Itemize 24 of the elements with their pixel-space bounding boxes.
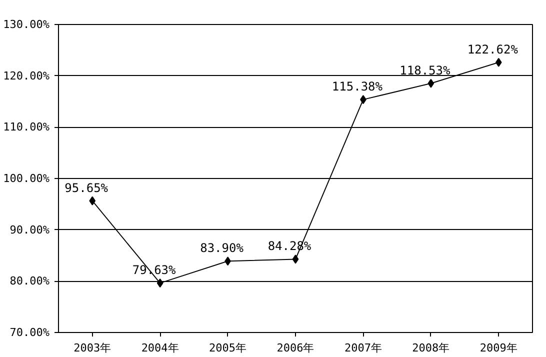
point: [495, 58, 502, 67]
x-tick-label: 2008年: [412, 342, 450, 354]
x-tick-label: 2005年: [209, 342, 247, 354]
x-tick-label: 2003年: [74, 342, 112, 354]
x-tick-label: 2004年: [141, 342, 179, 354]
point: [89, 196, 96, 206]
data-label: 115.38%: [332, 80, 384, 94]
point: [292, 254, 299, 264]
y-tick-label: 120.00%: [3, 69, 50, 82]
data-label: 122.62%: [467, 42, 519, 56]
y-tick-label: 90.00%: [10, 223, 50, 236]
x-tick-label: 2007年: [344, 342, 382, 354]
x-tick-label: 2006年: [276, 342, 314, 354]
data-label: 83.90%: [200, 241, 244, 256]
data-label: 95.65%: [64, 180, 109, 195]
y-tick-label: 100.00%: [3, 172, 50, 185]
y-tick-label: 130.00%: [3, 18, 50, 31]
y-tick-label: 70.00%: [10, 326, 50, 339]
point: [428, 78, 434, 88]
data-label: 118.53%: [400, 63, 451, 78]
point: [156, 278, 164, 288]
x-tick-label: 2009年: [480, 342, 518, 354]
y-tick-label: 80.00%: [10, 274, 50, 288]
y-tick-label: 110.00%: [3, 120, 50, 134]
